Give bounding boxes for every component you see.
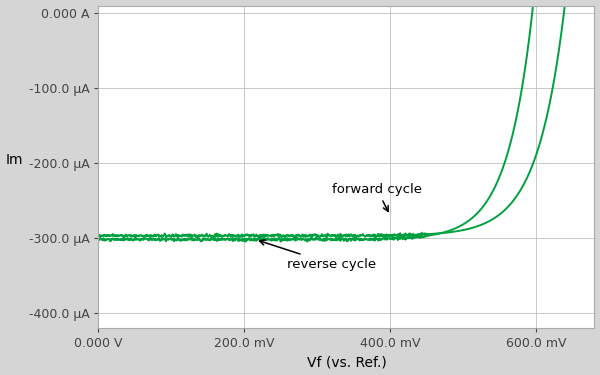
X-axis label: Vf (vs. Ref.): Vf (vs. Ref.) (307, 356, 386, 369)
Text: reverse cycle: reverse cycle (259, 240, 376, 271)
Y-axis label: Im: Im (5, 153, 23, 167)
Text: forward cycle: forward cycle (332, 183, 422, 212)
